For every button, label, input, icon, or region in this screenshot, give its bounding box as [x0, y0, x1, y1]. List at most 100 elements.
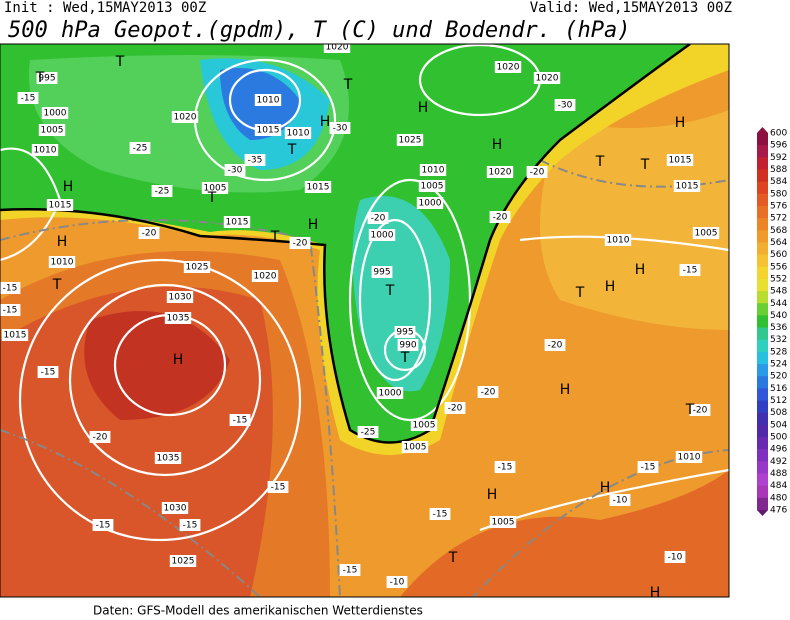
pressure-label-box — [1, 329, 29, 341]
colorbar-label: 488 — [770, 469, 787, 479]
temperature-label: -15 — [233, 416, 248, 426]
low-marker: T — [207, 190, 217, 206]
colorbar-label: 560 — [770, 250, 787, 260]
pressure-label: 1005 — [492, 518, 515, 528]
pressure-label: 1010 — [607, 236, 630, 246]
colorbar-label: 552 — [770, 274, 787, 284]
colorbar-label: 548 — [770, 287, 787, 297]
colorbar-label: 504 — [770, 420, 787, 430]
temperature-label-box — [526, 166, 548, 178]
colorbar-label: 576 — [770, 201, 787, 211]
high-marker: H — [605, 279, 616, 295]
temperature-label: -15 — [21, 94, 36, 104]
high-marker: H — [308, 217, 319, 233]
pressure-label-box — [46, 199, 74, 211]
temperature-label: -35 — [248, 156, 263, 166]
footer: Daten: GFS-Modell des amerikanischen Wet… — [93, 604, 423, 618]
colorbar-swatch — [757, 291, 768, 304]
temperature-label-box — [554, 99, 576, 111]
colorbar-swatch — [757, 485, 768, 499]
pressure-label-box — [31, 144, 59, 156]
colorbar-label: 568 — [770, 226, 787, 236]
pressure-label: 990 — [399, 341, 416, 351]
high-marker: H — [650, 585, 661, 601]
pressure-label: 1035 — [157, 454, 180, 464]
pressure-label-box — [201, 182, 229, 194]
pressure-label: 1030 — [164, 504, 187, 514]
colorbar-label: 556 — [770, 262, 787, 272]
high-marker: H — [600, 480, 611, 496]
pressure-label-box — [48, 256, 76, 268]
temperature-label-box — [367, 212, 389, 224]
colorbar-label: 476 — [770, 506, 787, 516]
low-marker: T — [52, 277, 62, 293]
pressure-label: 1005 — [413, 421, 436, 431]
colorbar-label: 544 — [770, 299, 787, 309]
temperature-label-box — [179, 519, 201, 531]
colorbar-label: 584 — [770, 177, 787, 187]
temperature-label-box — [477, 386, 499, 398]
colorbar-swatch — [757, 133, 768, 146]
pressure-label-box — [164, 312, 192, 324]
temperature-label-box — [689, 404, 711, 416]
pressure-label: 1000 — [44, 109, 67, 119]
high-marker: H — [418, 100, 429, 116]
colorbar-swatch — [757, 424, 768, 438]
pressure-label: 1000 — [419, 199, 442, 209]
pressure-label-box — [692, 227, 720, 239]
temperature-label: -20 — [493, 213, 508, 223]
pressure-label-box — [323, 44, 351, 53]
pressure-label-box — [396, 134, 424, 146]
pressure-label: 1025 — [186, 263, 209, 273]
colorbar-cap-top — [757, 127, 768, 133]
colorbar-swatch — [757, 145, 768, 158]
temperature-label: -15 — [498, 463, 513, 473]
low-marker: T — [35, 70, 45, 86]
temperature-label: -20 — [481, 388, 496, 398]
temperature-label-box — [244, 154, 266, 166]
high-marker: H — [675, 115, 686, 131]
pressure-label: 1015 — [669, 156, 692, 166]
temperature-label: -25 — [361, 428, 376, 438]
colorbar-swatch — [757, 388, 768, 402]
colorbar-swatch — [757, 473, 768, 487]
temperature-label-box — [129, 142, 151, 154]
pressure-label-box — [673, 180, 701, 192]
temperature-label-box — [494, 461, 516, 473]
temperature-label-box — [429, 508, 451, 520]
colorbar-label: 580 — [770, 189, 787, 199]
pressure-label: 1020 — [489, 168, 512, 178]
pressure-label: 1005 — [421, 182, 444, 192]
pressure-label-box — [36, 72, 58, 84]
colorbar-swatch — [757, 266, 768, 280]
colorbar-label: 564 — [770, 238, 787, 248]
colorbar-label: 512 — [770, 396, 787, 406]
pressure-label-box — [171, 111, 199, 123]
pressure-label-box — [486, 166, 514, 178]
map-frame — [0, 43, 730, 598]
temperature-label: -15 — [3, 284, 18, 294]
temperature-label: -20 — [293, 239, 308, 249]
pressure-label-box — [368, 229, 396, 241]
low-marker: T — [115, 54, 125, 70]
colorbar-label: 600 — [770, 129, 787, 139]
colorbar-swatch — [757, 157, 768, 170]
init-time: Init : Wed,15MAY2013 00Z — [4, 0, 206, 16]
colorbar-swatch — [757, 461, 768, 475]
pressure-label: 1010 — [678, 453, 701, 463]
pressure-label: 1020 — [497, 63, 520, 73]
colorbar-swatch — [757, 364, 768, 377]
pressure-label-box — [223, 216, 251, 228]
high-marker: H — [492, 137, 503, 153]
colorbar-swatch — [757, 351, 768, 365]
temperature-label-box — [329, 122, 351, 134]
colorbar-swatch — [757, 181, 768, 195]
pressure-label: 1000 — [379, 389, 402, 399]
colorbar-label: 484 — [770, 481, 787, 491]
temperature-label: -10 — [668, 553, 683, 563]
pressure-label-box — [397, 339, 419, 351]
low-marker: T — [287, 142, 297, 158]
pressure-label-box — [166, 291, 194, 303]
colorbar-swatch — [757, 242, 768, 256]
